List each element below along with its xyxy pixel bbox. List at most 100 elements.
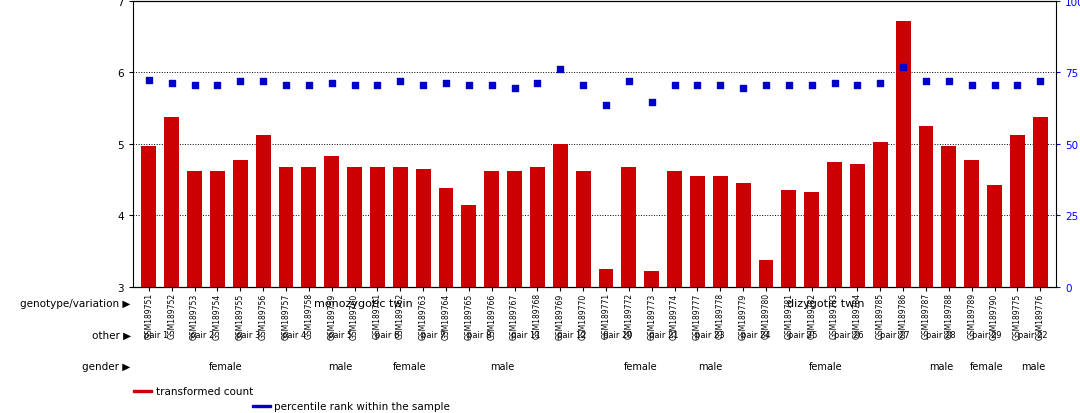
Text: pair 23: pair 23 bbox=[696, 330, 725, 339]
Text: pair 7: pair 7 bbox=[421, 330, 445, 339]
Point bbox=[415, 83, 432, 90]
Point bbox=[917, 78, 934, 85]
Point bbox=[689, 83, 706, 90]
Bar bbox=[782, 191, 796, 287]
Bar bbox=[873, 143, 888, 287]
Bar bbox=[210, 172, 225, 287]
Text: pair 26: pair 26 bbox=[834, 330, 863, 339]
Bar bbox=[164, 117, 179, 287]
Point bbox=[437, 81, 455, 87]
Text: transformed count: transformed count bbox=[156, 386, 253, 396]
Point bbox=[804, 83, 821, 90]
Text: pair 11: pair 11 bbox=[511, 330, 540, 339]
Point bbox=[1009, 83, 1026, 90]
Text: pair 12: pair 12 bbox=[556, 330, 586, 339]
Text: pair 24: pair 24 bbox=[741, 330, 771, 339]
Text: male: male bbox=[490, 361, 514, 371]
Point bbox=[941, 78, 958, 85]
Text: pair 3: pair 3 bbox=[237, 330, 260, 339]
Bar bbox=[461, 205, 476, 287]
Bar bbox=[918, 127, 933, 287]
Text: pair 22: pair 22 bbox=[1018, 330, 1048, 339]
Text: pair 1: pair 1 bbox=[144, 330, 168, 339]
Bar bbox=[187, 172, 202, 287]
Text: pair 29: pair 29 bbox=[972, 330, 1002, 339]
Text: pair 2: pair 2 bbox=[190, 330, 214, 339]
Text: pair 20: pair 20 bbox=[603, 330, 633, 339]
Bar bbox=[393, 167, 407, 287]
Bar bbox=[370, 167, 384, 287]
Text: female: female bbox=[970, 361, 1003, 371]
Text: female: female bbox=[393, 361, 427, 371]
Point bbox=[529, 81, 546, 87]
Text: female: female bbox=[809, 361, 842, 371]
Bar bbox=[987, 186, 1002, 287]
Point bbox=[643, 100, 660, 107]
Text: female: female bbox=[208, 361, 242, 371]
Bar bbox=[850, 164, 865, 287]
Point bbox=[849, 83, 866, 90]
Bar bbox=[438, 189, 454, 287]
Point bbox=[872, 81, 889, 87]
Text: gender ▶: gender ▶ bbox=[82, 361, 131, 371]
Bar bbox=[827, 162, 842, 287]
Bar bbox=[252, 404, 270, 407]
Text: male: male bbox=[1021, 361, 1045, 371]
Text: pair 4: pair 4 bbox=[282, 330, 307, 339]
Bar bbox=[1010, 136, 1025, 287]
Point bbox=[231, 78, 248, 85]
Point bbox=[780, 83, 797, 90]
Text: pair 5: pair 5 bbox=[328, 330, 353, 339]
Bar bbox=[964, 160, 980, 287]
Bar bbox=[713, 177, 728, 287]
Text: dizygotic twin: dizygotic twin bbox=[786, 299, 864, 309]
Bar bbox=[324, 157, 339, 287]
Text: pair 28: pair 28 bbox=[926, 330, 956, 339]
Point bbox=[712, 83, 729, 90]
Text: pair 27: pair 27 bbox=[880, 330, 909, 339]
Text: monozygotic twin: monozygotic twin bbox=[314, 299, 413, 309]
Bar bbox=[805, 193, 819, 287]
Text: pair 25: pair 25 bbox=[787, 330, 818, 339]
Point bbox=[323, 81, 340, 87]
Bar bbox=[508, 172, 522, 287]
Point bbox=[140, 77, 158, 84]
Bar bbox=[553, 145, 568, 287]
Bar bbox=[621, 167, 636, 287]
Bar bbox=[133, 389, 151, 392]
Text: pair 21: pair 21 bbox=[649, 330, 678, 339]
Bar bbox=[416, 169, 431, 287]
Text: genotype/variation ▶: genotype/variation ▶ bbox=[21, 299, 131, 309]
Bar bbox=[1032, 117, 1048, 287]
Point bbox=[597, 102, 615, 109]
Point bbox=[346, 83, 363, 90]
Point bbox=[552, 66, 569, 73]
Point bbox=[163, 81, 180, 87]
Bar bbox=[895, 22, 910, 287]
Point bbox=[894, 64, 912, 71]
Point bbox=[986, 83, 1003, 90]
Bar bbox=[576, 172, 591, 287]
Point bbox=[208, 83, 226, 90]
Bar bbox=[279, 167, 294, 287]
Text: pair 8: pair 8 bbox=[467, 330, 491, 339]
Bar bbox=[256, 136, 271, 287]
Text: male: male bbox=[328, 361, 353, 371]
Point bbox=[826, 81, 843, 87]
Bar bbox=[667, 172, 681, 287]
Point bbox=[1031, 78, 1049, 85]
Bar bbox=[690, 177, 705, 287]
Text: pair 6: pair 6 bbox=[375, 330, 399, 339]
Point bbox=[368, 83, 386, 90]
Bar bbox=[758, 260, 773, 287]
Bar bbox=[598, 269, 613, 287]
Text: female: female bbox=[624, 361, 658, 371]
Text: other ▶: other ▶ bbox=[92, 330, 131, 340]
Bar bbox=[942, 147, 956, 287]
Bar bbox=[484, 172, 499, 287]
Point bbox=[186, 83, 203, 90]
Point bbox=[392, 78, 409, 85]
Text: percentile rank within the sample: percentile rank within the sample bbox=[274, 401, 450, 411]
Point bbox=[757, 83, 774, 90]
Point bbox=[255, 78, 272, 85]
